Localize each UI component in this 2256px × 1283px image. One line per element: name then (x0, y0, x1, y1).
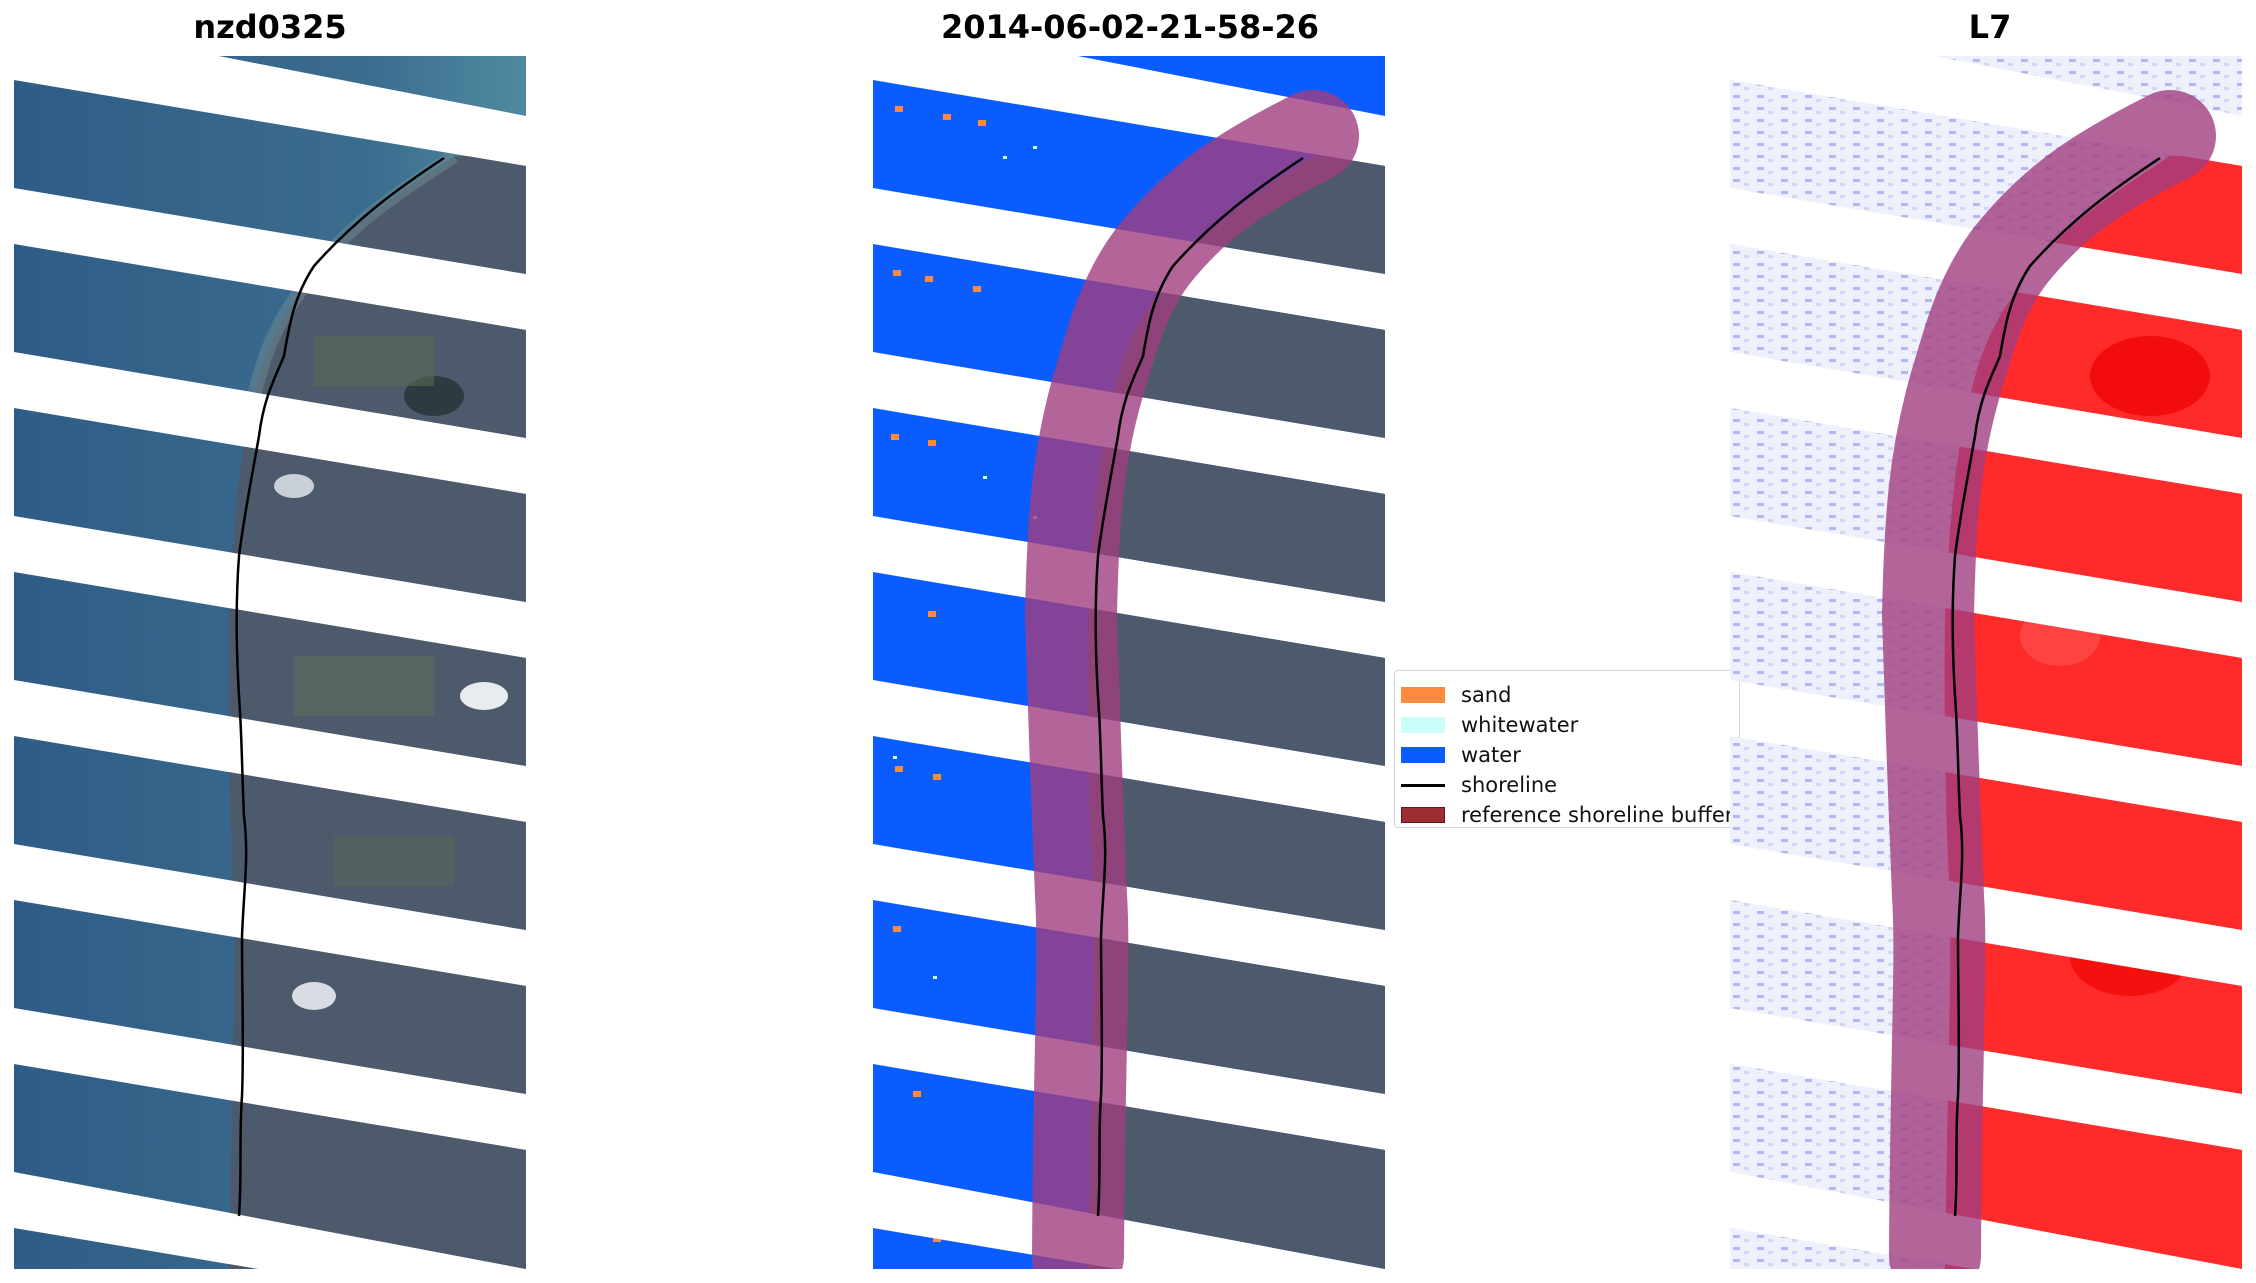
reference-shoreline-buffer (1024, 90, 1359, 1269)
rgb-image (14, 56, 526, 1269)
legend-label: whitewater (1461, 713, 1579, 737)
panel-title-classified: 2014-06-02-21-58-26 (940, 8, 1320, 46)
legend-item-whitewater: whitewater (1401, 711, 1578, 739)
shoreline-swatch (1401, 783, 1445, 787)
legend-label: shoreline (1461, 773, 1558, 797)
shoreline (1094, 156, 1304, 1217)
reference-shoreline-buffer (1881, 90, 2216, 1269)
legend-item-sand: sand (1401, 681, 1511, 709)
legend-label: reference shoreline buffer (1461, 803, 1734, 827)
shoreline (235, 156, 445, 1217)
panel-title-index: L7 (1968, 8, 2012, 46)
index-image-panel (1730, 56, 2242, 1269)
legend-label: sand (1461, 683, 1512, 707)
rgb-image-panel (14, 56, 526, 1269)
legend-label: water (1461, 743, 1521, 767)
classified-image-panel (873, 56, 1385, 1269)
legend-item-water: water (1401, 741, 1521, 769)
whitewater-swatch (1401, 717, 1445, 733)
panel-title-rgb: nzd0325 (193, 8, 347, 46)
sand-swatch (1401, 687, 1445, 703)
water-swatch (1401, 747, 1445, 763)
legend: sand whitewater water shoreline referenc… (1394, 670, 1740, 828)
legend-item-shoreline: shoreline (1401, 771, 1557, 799)
shoreline (1951, 156, 2161, 1217)
buffer-swatch (1401, 807, 1445, 823)
legend-item-buffer: reference shoreline buffer (1401, 801, 1733, 829)
